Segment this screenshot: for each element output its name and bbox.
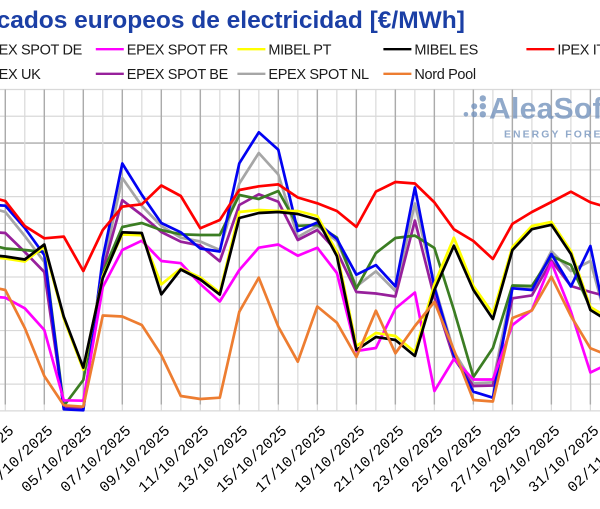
svg-text:EPEX SPOT FR: EPEX SPOT FR [127,42,228,58]
svg-text:MIBEL PT: MIBEL PT [268,42,331,58]
svg-text:MIBEL ES: MIBEL ES [414,42,478,58]
svg-text:ENERGY FORECASTING: ENERGY FORECASTING [504,130,600,141]
svg-text:EPEX UK: EPEX UK [0,67,41,83]
svg-text:EPEX SPOT BE: EPEX SPOT BE [127,67,229,83]
svg-text:EPEX SPOT NL: EPEX SPOT NL [268,67,369,83]
svg-text:Nord Pool: Nord Pool [414,67,475,83]
svg-text:EPEX SPOT DE: EPEX SPOT DE [0,42,83,58]
svg-text:IPEX IT: IPEX IT [557,42,600,58]
svg-text:AleaSoft: AleaSoft [489,93,600,126]
svg-text:Mercados europeos de electrici: Mercados europeos de electricidad [€/MWh… [0,7,465,34]
